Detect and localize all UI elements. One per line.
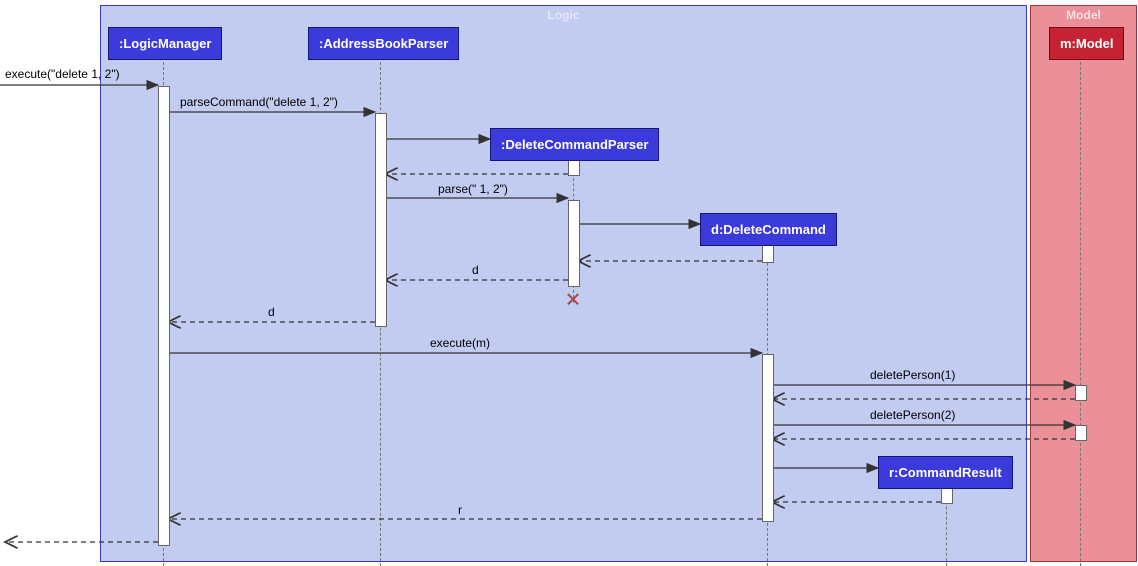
model-participant: m:Model — [1049, 27, 1124, 60]
message-return-d-2: d — [268, 305, 275, 319]
message-delete-person-1: deletePerson(1) — [870, 368, 955, 382]
delete-command-parser-parse-activation — [568, 200, 580, 287]
address-book-parser-activation — [375, 113, 387, 327]
model-lifeline — [1080, 57, 1081, 566]
address-book-parser-participant: :AddressBookParser — [308, 27, 459, 60]
command-result-participant: r:CommandResult — [878, 456, 1013, 489]
delete-command-execute-activation — [762, 354, 774, 522]
message-parse-command: parseCommand("delete 1, 2") — [180, 95, 338, 109]
delete-command-parser-participant: :DeleteCommandParser — [490, 128, 659, 161]
model-delete-person-1-activation — [1075, 385, 1087, 401]
message-parse: parse(" 1, 2") — [438, 182, 508, 196]
message-delete-person-2: deletePerson(2) — [870, 408, 955, 422]
logic-manager-participant: :LogicManager — [108, 27, 222, 60]
logic-region-label: Logic — [101, 8, 1026, 22]
delete-command-parser-destroy-icon: ✕ — [565, 288, 582, 313]
message-execute-m: execute(m) — [430, 336, 490, 350]
message-return-d-1: d — [472, 263, 479, 277]
model-delete-person-2-activation — [1075, 425, 1087, 441]
logic-manager-activation — [158, 86, 170, 546]
model-region: Model — [1030, 5, 1137, 562]
message-return-r: r — [458, 503, 462, 517]
delete-command-participant: d:DeleteCommand — [700, 213, 837, 246]
model-region-label: Model — [1031, 8, 1136, 22]
message-execute-in: execute("delete 1, 2") — [5, 67, 120, 81]
